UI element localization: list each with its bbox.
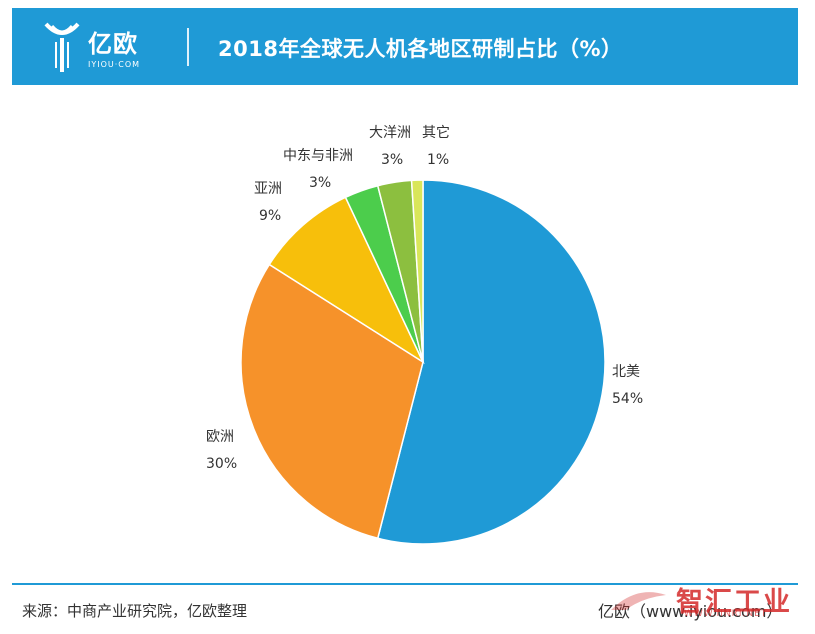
slice-value-label: 3%: [309, 175, 331, 191]
chart-title: 2018年全球无人机各地区研制占比（%）: [218, 37, 623, 61]
slice-value-label: 1%: [427, 152, 449, 168]
watermark-url: WWW.IINRI.NET: [684, 609, 768, 619]
footer-divider: [12, 583, 798, 585]
slice-label: 中东与非洲: [283, 148, 353, 164]
pie-slice: [410, 179, 424, 363]
slice-label: 北美: [612, 364, 640, 380]
header-divider: [187, 28, 189, 66]
source-note: 来源：中商产业研究院，亿欧整理: [22, 602, 248, 620]
watermark-text: 智汇工业: [676, 587, 792, 618]
slice-value-label: 9%: [259, 208, 281, 224]
slice-label: 其它: [422, 124, 450, 141]
pie-slice: [240, 263, 424, 540]
logo-mark-icon: [44, 22, 80, 72]
watermark: 智汇工业 WWW.IINRI.NET: [606, 580, 811, 620]
slice-label: 大洋洲: [369, 125, 411, 141]
watermark-logo-icon: [611, 592, 666, 610]
slice-label: 亚洲: [254, 181, 282, 197]
logo: 亿欧 IYIOU·COM: [42, 20, 162, 76]
slice-label: 欧洲: [206, 429, 234, 445]
logo-text: 亿欧: [88, 30, 138, 58]
pie-slice: [268, 196, 425, 365]
slice-value-label: 30%: [206, 456, 237, 472]
credit-note: 亿欧（www.iyiou.com）: [598, 602, 783, 621]
logo-domain: IYIOU·COM: [88, 60, 141, 69]
slice-value-label: 3%: [381, 152, 403, 168]
pie-chart: 北美 54% 欧洲 30% 亚洲 9% 中东与非洲 3% 大洋洲 3% 其它 1%: [206, 124, 643, 545]
pie-slice: [376, 179, 606, 545]
header-banner: 亿欧 IYIOU·COM 2018年全球无人机各地区研制占比（%）: [12, 8, 798, 85]
slice-value-label: 54%: [612, 391, 643, 407]
